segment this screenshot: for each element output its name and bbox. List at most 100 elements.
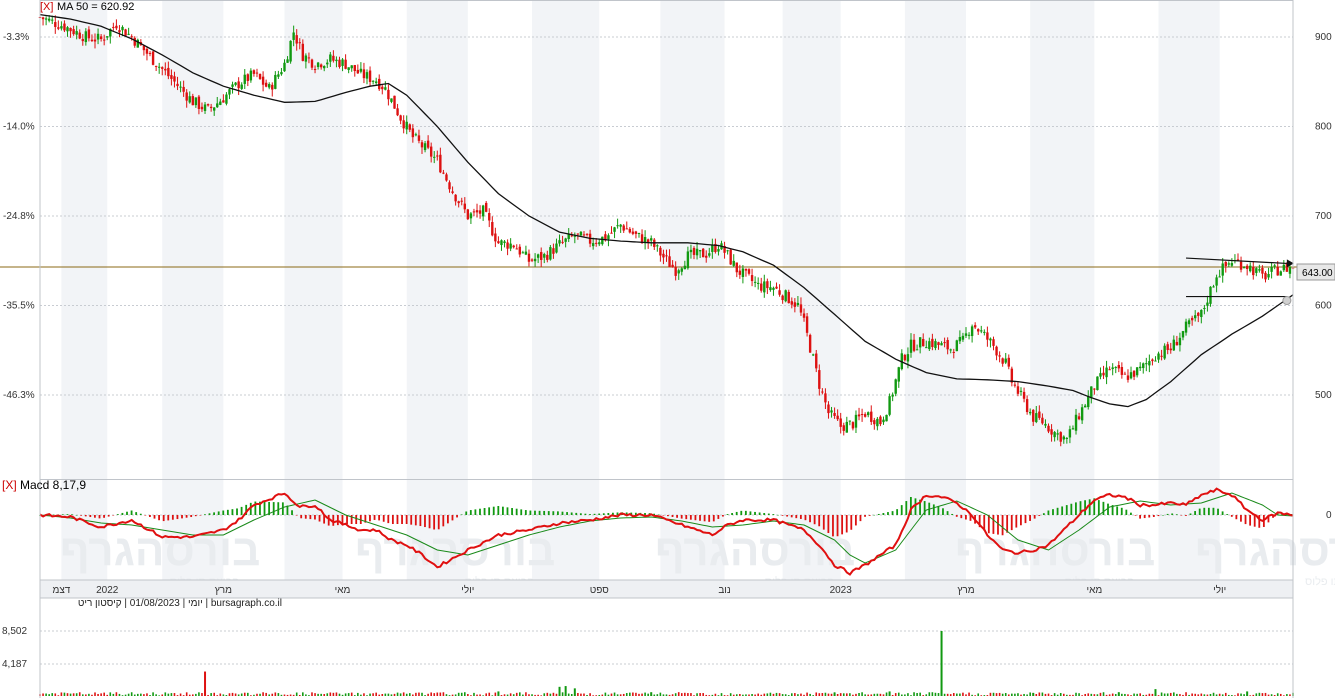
candle-body <box>836 415 839 420</box>
macd-histogram-bar <box>428 515 431 529</box>
macd-histogram-bar <box>309 515 312 520</box>
volume-bar <box>1228 694 1230 696</box>
volume-bar <box>861 692 863 696</box>
macd-histogram-bar <box>52 514 55 516</box>
volume-spike-bar <box>564 686 567 696</box>
macd-histogram-bar <box>373 515 376 520</box>
candle-body <box>591 243 595 247</box>
candle-body <box>637 232 641 234</box>
candle-body <box>830 410 833 413</box>
candle-body <box>350 65 353 69</box>
volume-bar <box>1133 693 1135 696</box>
volume-bar <box>1163 693 1166 696</box>
candle-body <box>747 269 751 274</box>
candle-body <box>481 205 485 217</box>
candle-body <box>1135 367 1139 376</box>
volume-spike-bar <box>1032 692 1035 696</box>
candle-body <box>821 391 824 393</box>
candle-body <box>909 339 913 353</box>
volume-bar <box>106 694 109 696</box>
volume-bar <box>1179 694 1181 696</box>
candle-body <box>1252 266 1255 276</box>
macd-histogram-bar <box>1070 503 1073 515</box>
volume-bar <box>842 693 845 696</box>
volume-bar <box>1105 694 1108 696</box>
volume-bar <box>283 694 286 696</box>
ma-close-button[interactable]: [X] <box>40 1 53 13</box>
volume-bar <box>677 692 680 696</box>
candle-body <box>628 228 632 233</box>
volume-bar <box>470 695 472 696</box>
volume-bar <box>784 694 787 696</box>
macd-histogram-bar <box>1102 501 1105 515</box>
macd-histogram-bar <box>185 515 188 518</box>
time-tick-label: מאי <box>1086 585 1102 596</box>
macd-histogram-bar <box>827 515 830 533</box>
volume-bar <box>308 695 310 696</box>
macd-histogram-bar <box>671 515 674 517</box>
macd-histogram-bar <box>1166 513 1169 515</box>
volume-bar <box>726 695 729 696</box>
macd-histogram-bar <box>634 512 637 515</box>
volume-bar <box>476 694 478 696</box>
candle-body <box>402 120 405 129</box>
candle-body <box>842 425 845 431</box>
candle-body <box>1285 263 1289 272</box>
candle-body <box>154 65 158 67</box>
volume-bar <box>901 694 903 696</box>
macd-close-button[interactable]: [X] <box>2 478 17 492</box>
candle-body <box>1117 365 1121 369</box>
candle-body <box>151 51 155 65</box>
candle-body <box>411 128 415 138</box>
macd-histogram-bar <box>960 515 963 519</box>
candle-body <box>206 104 210 106</box>
volume-bar <box>323 694 326 696</box>
candle-body <box>934 341 937 349</box>
volume-bar <box>824 692 827 696</box>
candle-body <box>521 252 525 254</box>
volume-bar <box>488 692 491 696</box>
close-price-value: 643.00 <box>1302 268 1333 279</box>
candle-body <box>161 67 164 69</box>
volume-bar <box>237 694 240 696</box>
candle-body <box>63 23 66 31</box>
candle-body <box>246 74 250 81</box>
macd-histogram-bar <box>176 515 179 520</box>
macd-histogram-bar <box>396 515 399 524</box>
candle-body <box>1288 266 1292 274</box>
candle-body <box>1184 321 1188 333</box>
macd-histogram-bar <box>1111 505 1114 515</box>
volume-spike-bar <box>650 692 653 696</box>
macd-histogram-bar <box>1116 506 1119 515</box>
macd-histogram-bar <box>781 515 784 516</box>
candle-body <box>1111 367 1114 370</box>
candle-body <box>1172 339 1176 351</box>
volume-bar <box>479 694 481 696</box>
candle-body <box>503 241 506 243</box>
candle-body <box>915 349 919 351</box>
axis-labels: 900 800 700 600 500 -3.3% -14.0% -24.8% -35.5% -4… <box>2 32 1332 670</box>
volume-bar <box>916 693 918 696</box>
macd-histogram-bar <box>561 511 564 515</box>
candle-body <box>656 245 659 247</box>
macd-histogram-bar <box>882 513 885 515</box>
volume-bar <box>286 694 289 696</box>
volume-bar <box>525 692 527 696</box>
candle-body <box>1062 436 1065 440</box>
candle-body <box>1151 359 1154 362</box>
volume-bar <box>680 693 683 696</box>
macd-histogram-bar <box>1052 509 1054 515</box>
candle-body <box>1047 425 1050 432</box>
volume-bar <box>522 694 524 696</box>
macd-histogram-bar <box>653 513 656 515</box>
macd-histogram-bar <box>749 511 752 515</box>
candle-body <box>1132 370 1136 377</box>
candle-body <box>1163 345 1166 359</box>
candle-body <box>1249 265 1252 272</box>
candle-body <box>567 233 570 240</box>
volume-bar <box>531 694 533 696</box>
candle-body <box>775 286 778 289</box>
volume-bar <box>512 694 515 696</box>
candle-body <box>280 72 283 75</box>
volume-bar <box>182 695 185 696</box>
